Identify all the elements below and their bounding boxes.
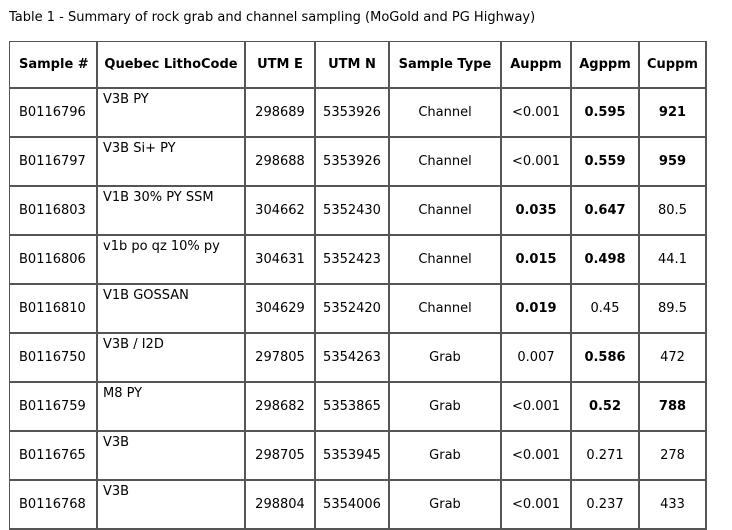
cell-sample-type: Grab	[390, 334, 502, 383]
header-sample: Sample #	[10, 42, 98, 89]
header-row: Sample # Quebec LithoCode UTM E UTM N Sa…	[10, 42, 707, 89]
cell-litho-code: V1B GOSSAN	[98, 285, 246, 334]
cell-ag-ppm: 0.237	[572, 481, 640, 530]
cell-sample-id: B0116759	[10, 383, 98, 432]
cell-sample-id: B0116810	[10, 285, 98, 334]
cell-ag-ppm: 0.647	[572, 187, 640, 236]
sampling-table: Sample # Quebec LithoCode UTM E UTM N Sa…	[9, 41, 707, 530]
cell-sample-type: Channel	[390, 285, 502, 334]
cell-au-ppm: <0.001	[502, 481, 572, 530]
cell-sample-id: B0116768	[10, 481, 98, 530]
cell-litho-code: V3B	[98, 481, 246, 530]
cell-sample-type: Grab	[390, 481, 502, 530]
cell-sample-type: Channel	[390, 138, 502, 187]
cell-ag-ppm: 0.498	[572, 236, 640, 285]
header-ag-ppm: Agppm	[572, 42, 640, 89]
cell-utm-n: 5352420	[316, 285, 390, 334]
cell-utm-e: 304629	[246, 285, 316, 334]
cell-utm-n: 5353926	[316, 89, 390, 138]
cell-au-ppm: <0.001	[502, 383, 572, 432]
table-row: B0116765 V3B 298705 5353945 Grab <0.001 0.271 2…	[10, 432, 707, 481]
table-row: B0116797 V3B Si+ PY 298688 5353926 Channel <0…	[10, 138, 707, 187]
cell-sample-id: B0116750	[10, 334, 98, 383]
header-cu-ppm: Cuppm	[640, 42, 707, 89]
cell-cu-ppm: 959	[640, 138, 707, 187]
cell-cu-ppm: 433	[640, 481, 707, 530]
cell-utm-e: 298689	[246, 89, 316, 138]
header-litho: Quebec LithoCode	[98, 42, 246, 89]
cell-cu-ppm: 921	[640, 89, 707, 138]
cell-utm-e: 297805	[246, 334, 316, 383]
cell-au-ppm: <0.001	[502, 89, 572, 138]
cell-utm-e: 304662	[246, 187, 316, 236]
cell-cu-ppm: 472	[640, 334, 707, 383]
header-utm-e: UTM E	[246, 42, 316, 89]
cell-au-ppm: 0.019	[502, 285, 572, 334]
cell-sample-type: Channel	[390, 89, 502, 138]
cell-cu-ppm: 788	[640, 383, 707, 432]
table-row: B0116759 M8 PY 298682 5353865 Grab <0.001 0.52…	[10, 383, 707, 432]
cell-litho-code: V3B / I2D	[98, 334, 246, 383]
cell-cu-ppm: 44.1	[640, 236, 707, 285]
cell-ag-ppm: 0.586	[572, 334, 640, 383]
cell-litho-code: V1B 30% PY SSM	[98, 187, 246, 236]
cell-cu-ppm: 80.5	[640, 187, 707, 236]
cell-ag-ppm: 0.271	[572, 432, 640, 481]
cell-litho-code: v1b po qz 10% py	[98, 236, 246, 285]
table-row: B0116750 V3B / I2D 297805 5354263 Grab 0.007 0…	[10, 334, 707, 383]
table-caption: Table 1 - Summary of rock grab and chann…	[9, 10, 536, 25]
cell-ag-ppm: 0.559	[572, 138, 640, 187]
cell-utm-e: 298705	[246, 432, 316, 481]
cell-sample-id: B0116803	[10, 187, 98, 236]
table-row: B0116796 V3B PY 298689 5353926 Channel <0.001…	[10, 89, 707, 138]
table-row: B0116768 V3B 298804 5354006 Grab <0.001 0.237 4…	[10, 481, 707, 530]
cell-cu-ppm: 278	[640, 432, 707, 481]
cell-utm-n: 5354263	[316, 334, 390, 383]
cell-utm-n: 5353945	[316, 432, 390, 481]
header-sample-type: Sample Type	[390, 42, 502, 89]
cell-au-ppm: <0.001	[502, 138, 572, 187]
cell-litho-code: V3B	[98, 432, 246, 481]
cell-cu-ppm: 89.5	[640, 285, 707, 334]
cell-ag-ppm: 0.595	[572, 89, 640, 138]
cell-sample-id: B0116796	[10, 89, 98, 138]
cell-utm-e: 298688	[246, 138, 316, 187]
cell-au-ppm: 0.007	[502, 334, 572, 383]
cell-sample-type: Channel	[390, 236, 502, 285]
cell-litho-code: M8 PY	[98, 383, 246, 432]
cell-au-ppm: 0.035	[502, 187, 572, 236]
cell-sample-type: Grab	[390, 383, 502, 432]
cell-au-ppm: 0.015	[502, 236, 572, 285]
table-row: B0116810 V1B GOSSAN 304629 5352420 Channel 0.…	[10, 285, 707, 334]
cell-utm-e: 298804	[246, 481, 316, 530]
cell-utm-e: 304631	[246, 236, 316, 285]
table-row: B0116806 v1b po qz 10% py 304631 5352423 Cha…	[10, 236, 707, 285]
cell-sample-id: B0116797	[10, 138, 98, 187]
cell-litho-code: V3B PY	[98, 89, 246, 138]
table-row: B0116803 V1B 30% PY SSM 304662 5352430 Chann…	[10, 187, 707, 236]
cell-utm-e: 298682	[246, 383, 316, 432]
cell-sample-id: B0116806	[10, 236, 98, 285]
cell-litho-code: V3B Si+ PY	[98, 138, 246, 187]
cell-sample-id: B0116765	[10, 432, 98, 481]
cell-ag-ppm: 0.52	[572, 383, 640, 432]
cell-utm-n: 5353865	[316, 383, 390, 432]
header-utm-n: UTM N	[316, 42, 390, 89]
cell-sample-type: Channel	[390, 187, 502, 236]
cell-ag-ppm: 0.45	[572, 285, 640, 334]
cell-utm-n: 5354006	[316, 481, 390, 530]
cell-utm-n: 5353926	[316, 138, 390, 187]
cell-sample-type: Grab	[390, 432, 502, 481]
cell-utm-n: 5352430	[316, 187, 390, 236]
cell-utm-n: 5352423	[316, 236, 390, 285]
cell-au-ppm: <0.001	[502, 432, 572, 481]
header-au-ppm: Auppm	[502, 42, 572, 89]
